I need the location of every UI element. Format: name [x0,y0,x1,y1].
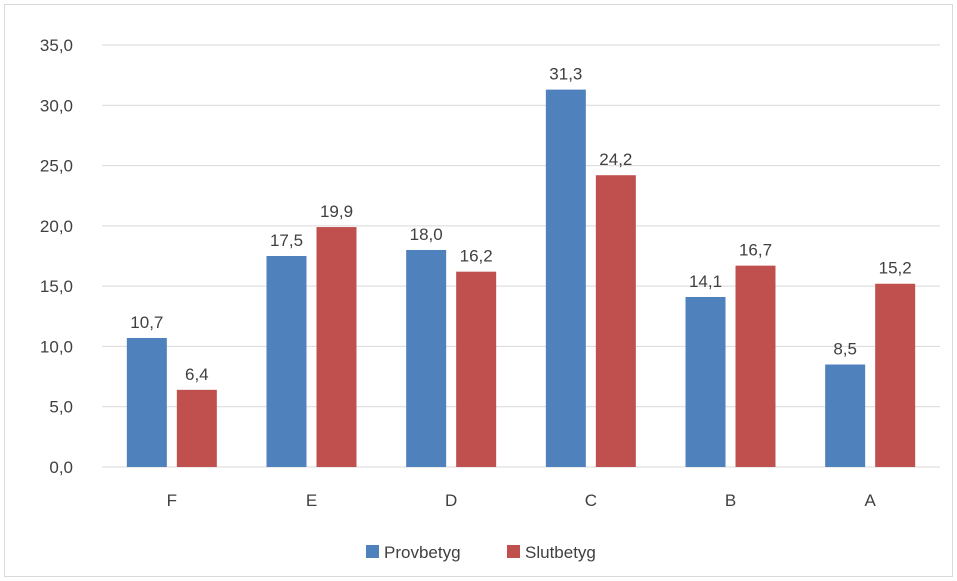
x-tick-label: C [585,491,597,510]
y-tick-label: 20,0 [40,217,73,236]
data-label: 8,5 [833,340,857,359]
chart-frame: 0,0 5,0 10,0 15,0 20,0 25,0 30,0 35,0 10,7 6,4 17… [4,4,953,577]
bar-chart: 0,0 5,0 10,0 15,0 20,0 25,0 30,0 35,0 10,7 6,4 17… [40,36,940,562]
data-label: 24,2 [599,150,632,169]
data-label: 6,4 [185,365,209,384]
data-label: 31,3 [549,65,582,84]
y-tick-label: 35,0 [40,36,73,55]
x-tick-label: D [445,491,457,510]
data-label: 19,9 [320,202,353,221]
x-tick-label: B [725,491,736,510]
bar-slutbetyg-a [875,283,916,467]
bar-provbetyg-b [685,296,726,467]
data-label: 18,0 [410,225,443,244]
data-label: 15,2 [879,259,912,278]
bar-provbetyg-d [406,249,447,467]
bar-slutbetyg-e [316,227,357,467]
y-tick-label: 30,0 [40,96,73,115]
y-axis-tick-labels: 0,0 5,0 10,0 15,0 20,0 25,0 30,0 35,0 [40,36,73,477]
bar-slutbetyg-c [595,175,636,467]
y-tick-label: 0,0 [49,458,73,477]
bar-slutbetyg-f [176,389,217,467]
data-label: 10,7 [130,313,163,332]
y-tick-label: 10,0 [40,337,73,356]
bar-provbetyg-f [126,337,167,467]
legend: Provbetyg Slutbetyg [366,543,596,562]
gridlines [102,44,940,468]
bar-slutbetyg-d [456,271,497,467]
legend-label-slutbetyg: Slutbetyg [525,543,596,562]
data-label: 16,7 [739,241,772,260]
bar-provbetyg-e [266,256,307,467]
bar-provbetyg-c [545,89,586,468]
y-tick-label: 15,0 [40,277,73,296]
legend-label-provbetyg: Provbetyg [384,543,461,562]
legend-swatch-provbetyg [366,545,379,558]
bar-slutbetyg-b [735,265,776,467]
bar-provbetyg-a [825,364,866,467]
x-tick-label: E [306,491,317,510]
data-label: 16,2 [460,247,493,266]
y-tick-label: 5,0 [49,398,73,417]
bars [126,89,916,468]
data-label: 14,1 [689,272,722,291]
x-tick-label: F [167,491,177,510]
x-tick-label: A [864,491,876,510]
data-label: 17,5 [270,231,303,250]
legend-swatch-slutbetyg [507,545,520,558]
data-labels: 10,7 6,4 17,5 19,9 18,0 16,2 31,3 24,2 14,1 16,7 8… [130,65,911,384]
y-tick-label: 25,0 [40,157,73,176]
